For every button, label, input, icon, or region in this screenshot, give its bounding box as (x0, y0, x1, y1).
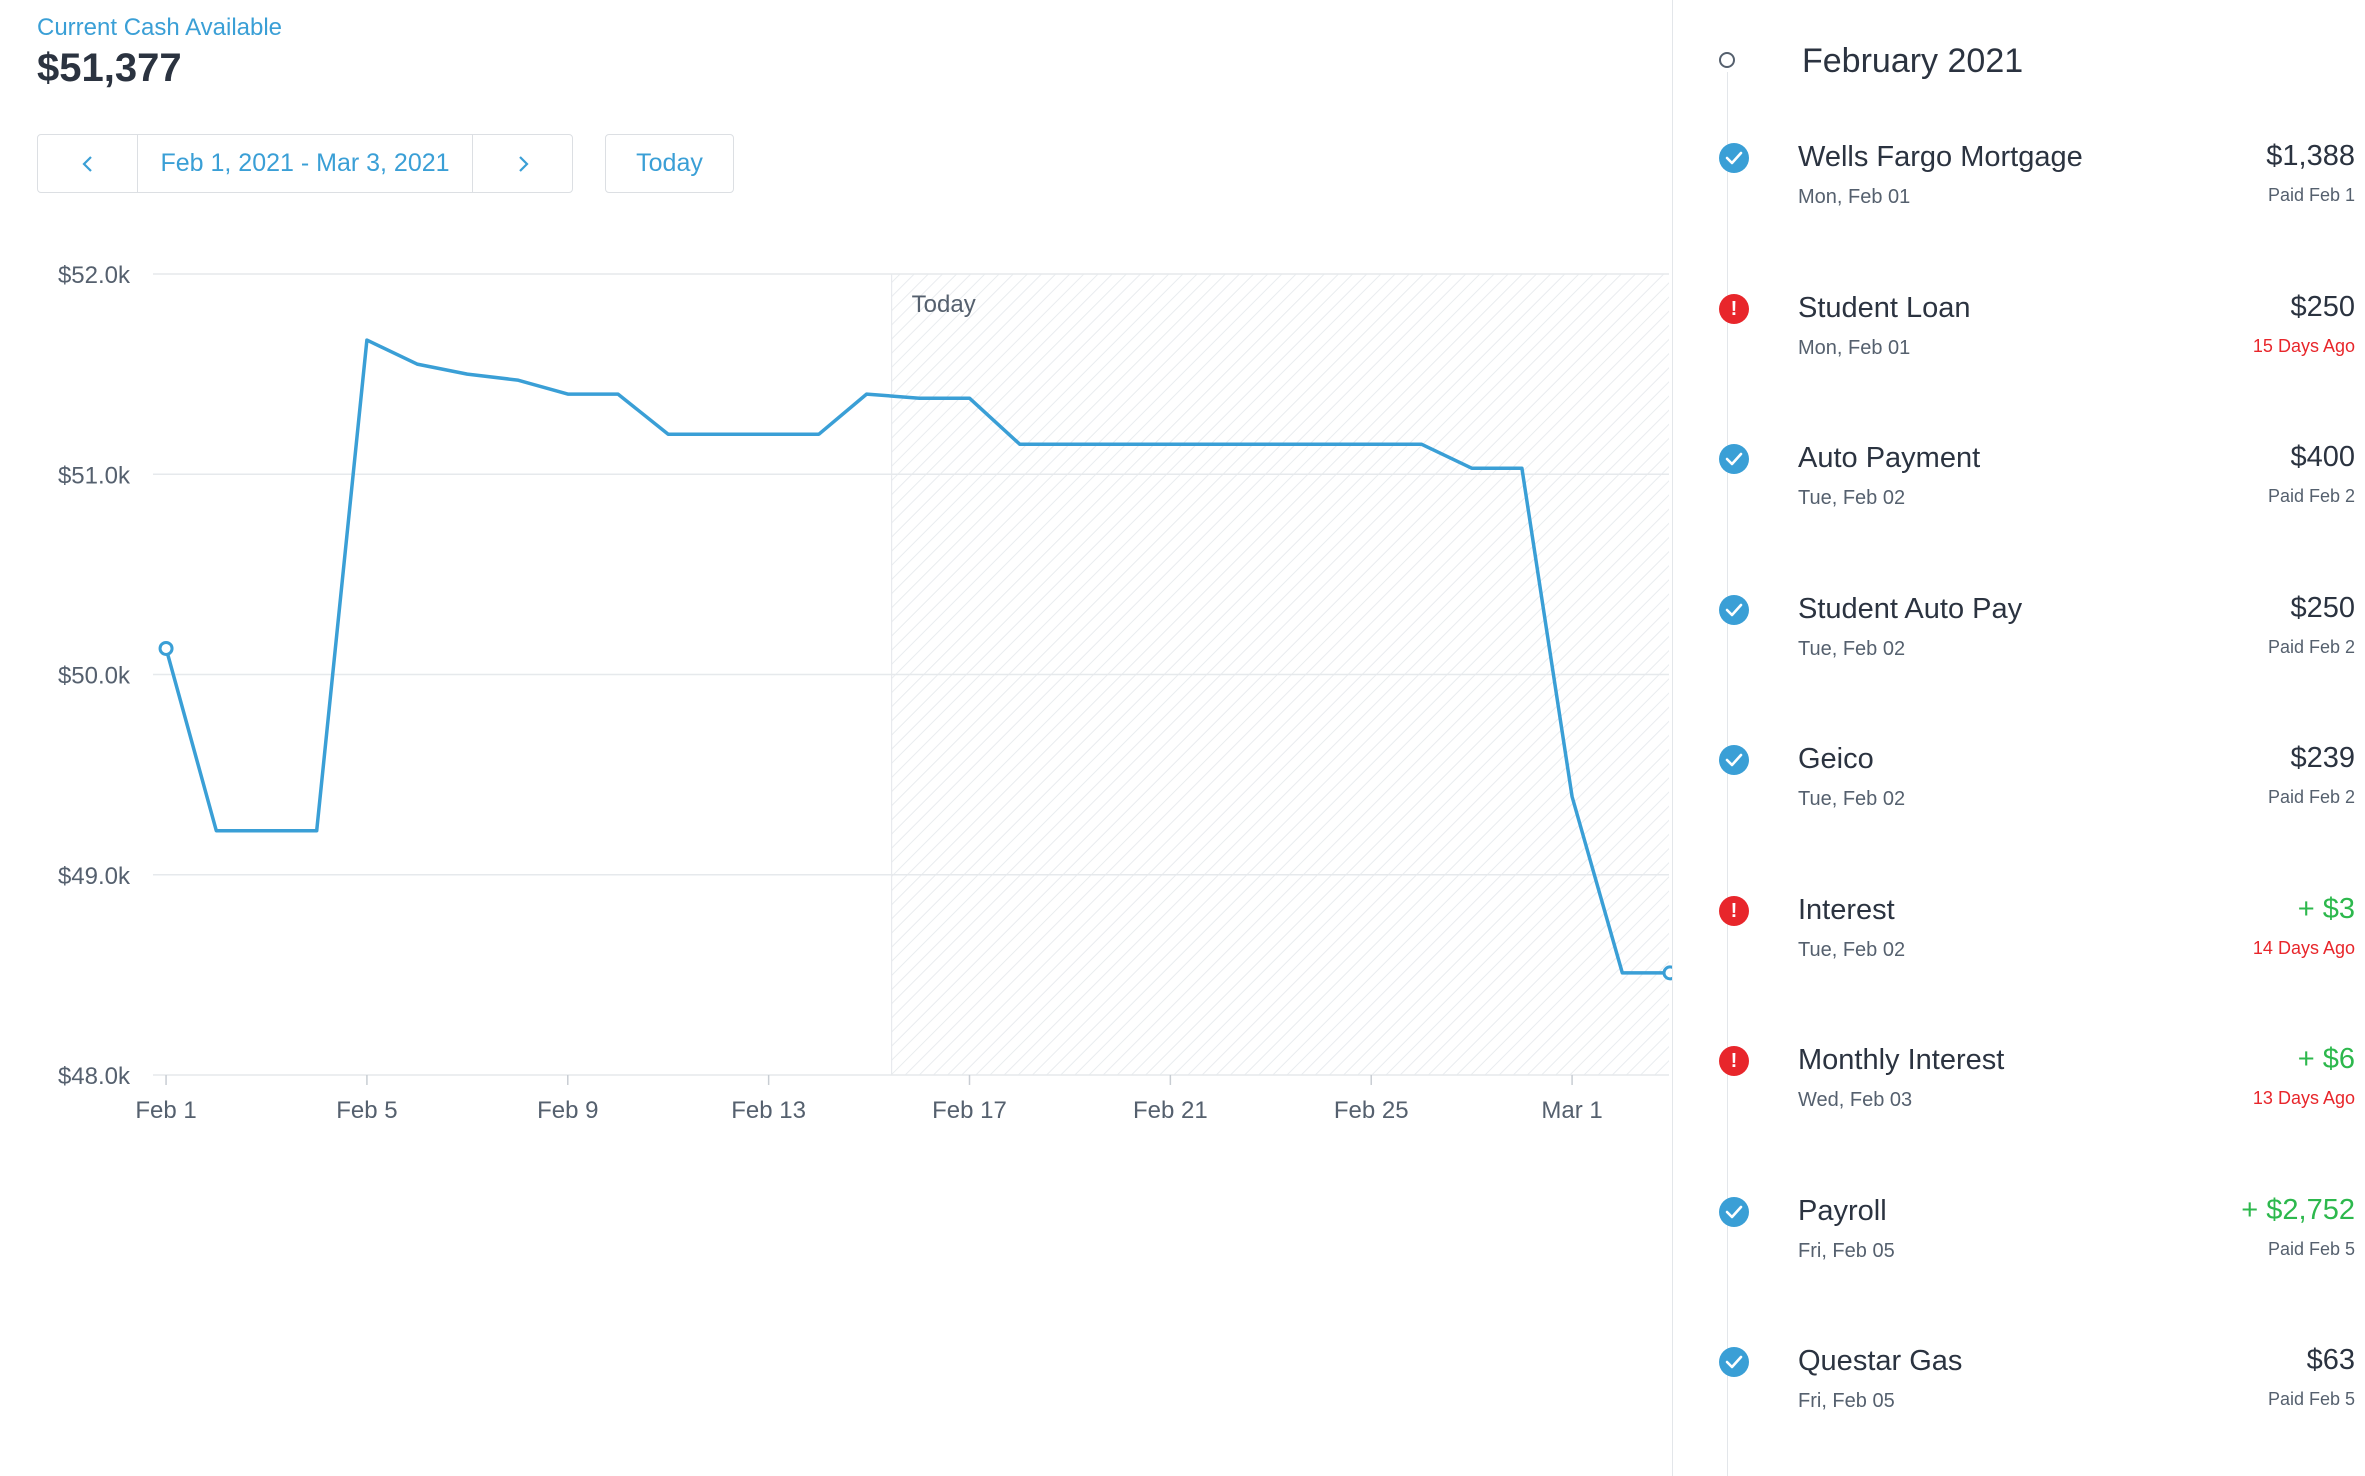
data-point (1662, 965, 1672, 981)
month-marker-icon (1719, 52, 1735, 68)
cash-balance-line (164, 338, 1670, 975)
transaction-row[interactable]: ! Monthly Interest Wed, Feb 03 + $6 13 Days … (1672, 1043, 2365, 1156)
x-tick-label: Feb 1 (135, 1097, 196, 1124)
transaction-status-note: Paid Feb 2 (2267, 637, 2355, 657)
next-period-button[interactable] (473, 135, 572, 192)
transaction-amount: + $3 (2297, 893, 2355, 925)
transactions-sidebar (1672, 0, 2365, 1476)
transaction-date: Tue, Feb 02 (1798, 638, 1906, 660)
y-tick-label: $48.0k (58, 1063, 131, 1090)
x-tick-label: Feb 9 (537, 1097, 598, 1124)
transaction-date: Wed, Feb 03 (1798, 1089, 1913, 1111)
transaction-date: Tue, Feb 02 (1798, 487, 1906, 509)
check-circle-icon (1719, 444, 1749, 474)
x-tick-label: Feb 21 (1133, 1097, 1208, 1124)
transaction-amount: + $6 (2297, 1043, 2355, 1075)
transaction-status-note: Paid Feb 5 (2267, 1239, 2355, 1259)
transaction-date: Tue, Feb 02 (1798, 939, 1906, 961)
alert-circle-icon: ! (1719, 294, 1749, 324)
transaction-status-note: Paid Feb 2 (2267, 486, 2355, 506)
check-circle-icon (1719, 745, 1749, 775)
chevron-right-icon (518, 155, 529, 172)
timeline-line (1727, 72, 1728, 1476)
transaction-date: Tue, Feb 02 (1798, 788, 1906, 810)
transaction-amount: $1,388 (2266, 140, 2355, 172)
transaction-amount: $63 (2306, 1344, 2355, 1376)
transaction-row[interactable]: Payroll Fri, Feb 05 + $2,752 Paid Feb 5 (1672, 1194, 2365, 1307)
transaction-row[interactable]: ! Student Loan Mon, Feb 01 $250 15 Days Ago (1672, 291, 2365, 404)
transaction-name: Wells Fargo Mortgage (1798, 141, 2083, 173)
month-title: February 2021 (1802, 42, 2024, 80)
transaction-date: Fri, Feb 05 (1798, 1390, 1895, 1412)
transaction-amount: $400 (2290, 441, 2355, 473)
cash-value: $51,377 (37, 46, 182, 90)
transaction-row[interactable]: Auto Payment Tue, Feb 02 $400 Paid Feb 2 (1672, 441, 2365, 554)
alert-circle-icon: ! (1719, 1046, 1749, 1076)
y-tick-label: $52.0k (58, 262, 131, 289)
x-tick-label: Feb 5 (336, 1097, 397, 1124)
x-tick-label: Feb 17 (932, 1097, 1007, 1124)
transaction-status-note: Paid Feb 5 (2267, 1389, 2355, 1409)
transaction-amount: + $2,752 (2241, 1194, 2355, 1226)
transaction-status-note: 14 Days Ago (2252, 938, 2355, 958)
chevron-left-icon (81, 155, 92, 172)
transaction-row[interactable]: Geico Tue, Feb 02 $239 Paid Feb 2 (1672, 742, 2365, 855)
transaction-name: Payroll (1798, 1195, 1887, 1227)
transaction-date: Mon, Feb 01 (1798, 186, 1911, 208)
transaction-row[interactable]: Wells Fargo Mortgage Mon, Feb 01 $1,388 Pai… (1672, 140, 2365, 253)
y-tick-label: $50.0k (58, 663, 131, 690)
prev-period-button[interactable] (38, 135, 137, 192)
x-tick-label: Mar 1 (1541, 1097, 1602, 1124)
y-tick-label: $49.0k (58, 863, 131, 890)
transaction-date: Mon, Feb 01 (1798, 337, 1911, 359)
today-button[interactable]: Today (605, 134, 734, 193)
data-point (158, 640, 174, 656)
transaction-name: Auto Payment (1798, 442, 1981, 474)
y-tick-label: $51.0k (58, 462, 131, 489)
transaction-status-note: Paid Feb 2 (2267, 787, 2355, 807)
transaction-name: Geico (1798, 743, 1874, 775)
x-tick-label: Feb 25 (1334, 1097, 1409, 1124)
alert-circle-icon: ! (1719, 896, 1749, 926)
transaction-amount: $250 (2290, 291, 2355, 323)
date-range-label[interactable]: Feb 1, 2021 - Mar 3, 2021 (137, 135, 473, 192)
transaction-amount: $239 (2290, 742, 2355, 774)
transaction-row[interactable]: Student Auto Pay Tue, Feb 02 $250 Paid Feb … (1672, 592, 2365, 705)
transaction-status-note: 13 Days Ago (2252, 1088, 2355, 1108)
transaction-row[interactable]: ! Interest Tue, Feb 02 + $3 14 Days Ago (1672, 893, 2365, 1006)
transaction-name: Student Auto Pay (1798, 593, 2023, 625)
transaction-date: Fri, Feb 05 (1798, 1240, 1895, 1262)
x-tick-label: Feb 13 (731, 1097, 806, 1124)
check-circle-icon (1719, 1197, 1749, 1227)
transaction-name: Monthly Interest (1798, 1044, 2005, 1076)
cash-flow-chart: Today $48.0k $49.0k $50.0k $51.0k $52.0k Feb… (58, 262, 1672, 1124)
transaction-name: Student Loan (1798, 292, 1971, 324)
transaction-amount: $250 (2290, 592, 2355, 624)
transaction-name: Interest (1798, 894, 1895, 926)
check-circle-icon (1719, 143, 1749, 173)
check-circle-icon (1719, 595, 1749, 625)
transaction-status-note: 15 Days Ago (2252, 336, 2355, 356)
today-marker-label: Today (912, 291, 976, 318)
transaction-name: Questar Gas (1798, 1345, 1963, 1377)
transaction-row[interactable]: Questar Gas Fri, Feb 05 $63 Paid Feb 5 (1672, 1344, 2365, 1457)
transaction-status-note: Paid Feb 1 (2267, 185, 2355, 205)
check-circle-icon (1719, 1347, 1749, 1377)
cash-label: Current Cash Available (37, 14, 283, 41)
date-range-nav: Feb 1, 2021 - Mar 3, 2021 (37, 134, 573, 193)
